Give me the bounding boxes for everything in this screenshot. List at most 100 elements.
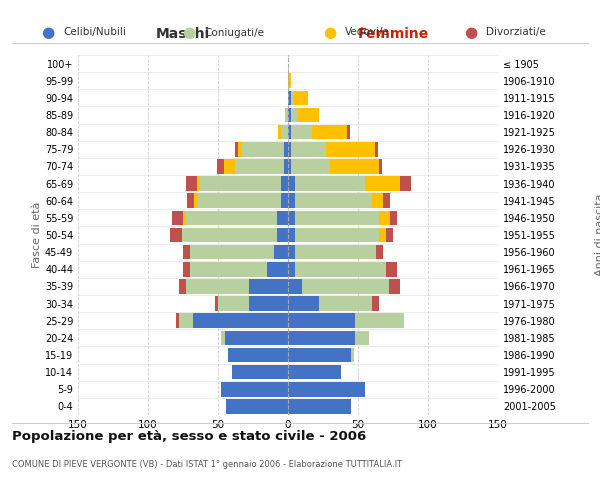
Bar (295, 210, 379, 225)
Bar (400, 176, 411, 191)
Bar (228, 348, 288, 362)
Y-axis label: Anni di nascita: Anni di nascita (595, 194, 600, 276)
Bar (182, 228, 277, 242)
Bar (288, 90, 291, 105)
Bar (288, 399, 351, 413)
Bar (288, 245, 295, 260)
Bar (288, 194, 295, 208)
Bar (390, 210, 397, 225)
Bar (221, 330, 225, 345)
Bar (295, 228, 379, 242)
Bar (267, 262, 288, 276)
Bar (288, 74, 291, 88)
Bar (238, 142, 242, 156)
Bar (278, 125, 281, 140)
Bar (190, 245, 274, 260)
Bar (291, 108, 298, 122)
Bar (288, 348, 351, 362)
Text: Celibi/Nubili: Celibi/Nubili (63, 28, 126, 38)
Bar (221, 382, 288, 396)
Bar (288, 176, 295, 191)
Bar (295, 194, 372, 208)
Bar (218, 296, 249, 311)
Text: Maschi: Maschi (156, 28, 210, 42)
Bar (215, 296, 218, 311)
Bar (235, 142, 238, 156)
Bar (288, 228, 295, 242)
Text: Coniugati/e: Coniugati/e (204, 28, 264, 38)
Bar (197, 176, 200, 191)
Bar (302, 279, 389, 293)
Bar (293, 90, 308, 105)
Bar (249, 296, 288, 311)
Bar (295, 245, 376, 260)
Bar (295, 262, 386, 276)
Bar (298, 108, 319, 122)
Bar (186, 176, 197, 191)
Bar (183, 262, 190, 276)
Bar (319, 296, 372, 311)
Bar (355, 314, 404, 328)
Bar (242, 142, 284, 156)
Bar (277, 210, 288, 225)
Bar (193, 314, 288, 328)
Bar (291, 159, 330, 174)
Bar (200, 176, 281, 191)
Text: ●: ● (464, 25, 478, 40)
Bar (179, 279, 186, 293)
Bar (281, 176, 288, 191)
Bar (372, 296, 379, 311)
Text: ●: ● (182, 25, 196, 40)
Bar (386, 262, 397, 276)
Bar (288, 262, 295, 276)
Text: COMUNE DI PIEVE VERGONTE (VB) - Dati ISTAT 1° gennaio 2006 - Elaborazione TUTTIT: COMUNE DI PIEVE VERGONTE (VB) - Dati IST… (12, 460, 402, 469)
Bar (284, 159, 288, 174)
Text: Divorziati/e: Divorziati/e (486, 28, 546, 38)
Bar (295, 176, 365, 191)
Bar (379, 228, 386, 242)
Bar (187, 194, 194, 208)
Y-axis label: Fasce di età: Fasce di età (32, 202, 42, 268)
Bar (355, 330, 369, 345)
Bar (288, 330, 355, 345)
Bar (288, 125, 291, 140)
Bar (288, 210, 295, 225)
Bar (379, 210, 390, 225)
Text: Femmine: Femmine (358, 28, 428, 42)
Bar (190, 262, 267, 276)
Bar (235, 159, 284, 174)
Bar (249, 279, 288, 293)
Bar (379, 159, 382, 174)
Bar (365, 176, 400, 191)
Bar (274, 245, 288, 260)
Bar (224, 159, 235, 174)
Bar (179, 314, 193, 328)
Bar (172, 210, 183, 225)
Text: Popolazione per età, sesso e stato civile - 2006: Popolazione per età, sesso e stato civil… (12, 430, 366, 443)
Bar (186, 279, 249, 293)
Bar (225, 330, 288, 345)
Bar (326, 142, 375, 156)
Text: Vedovi/e: Vedovi/e (345, 28, 390, 38)
Bar (183, 210, 186, 225)
Bar (197, 194, 281, 208)
Bar (351, 348, 354, 362)
Bar (288, 365, 341, 380)
Bar (389, 279, 400, 293)
Bar (284, 142, 288, 156)
Bar (281, 194, 288, 208)
Bar (291, 142, 326, 156)
Bar (277, 228, 288, 242)
Bar (281, 125, 288, 140)
Bar (386, 228, 393, 242)
Bar (330, 159, 379, 174)
Bar (347, 125, 350, 140)
Bar (383, 194, 390, 208)
Bar (288, 159, 291, 174)
Bar (285, 108, 288, 122)
Bar (288, 314, 355, 328)
Bar (217, 159, 224, 174)
Bar (291, 90, 293, 105)
Bar (291, 125, 312, 140)
Bar (176, 314, 179, 328)
